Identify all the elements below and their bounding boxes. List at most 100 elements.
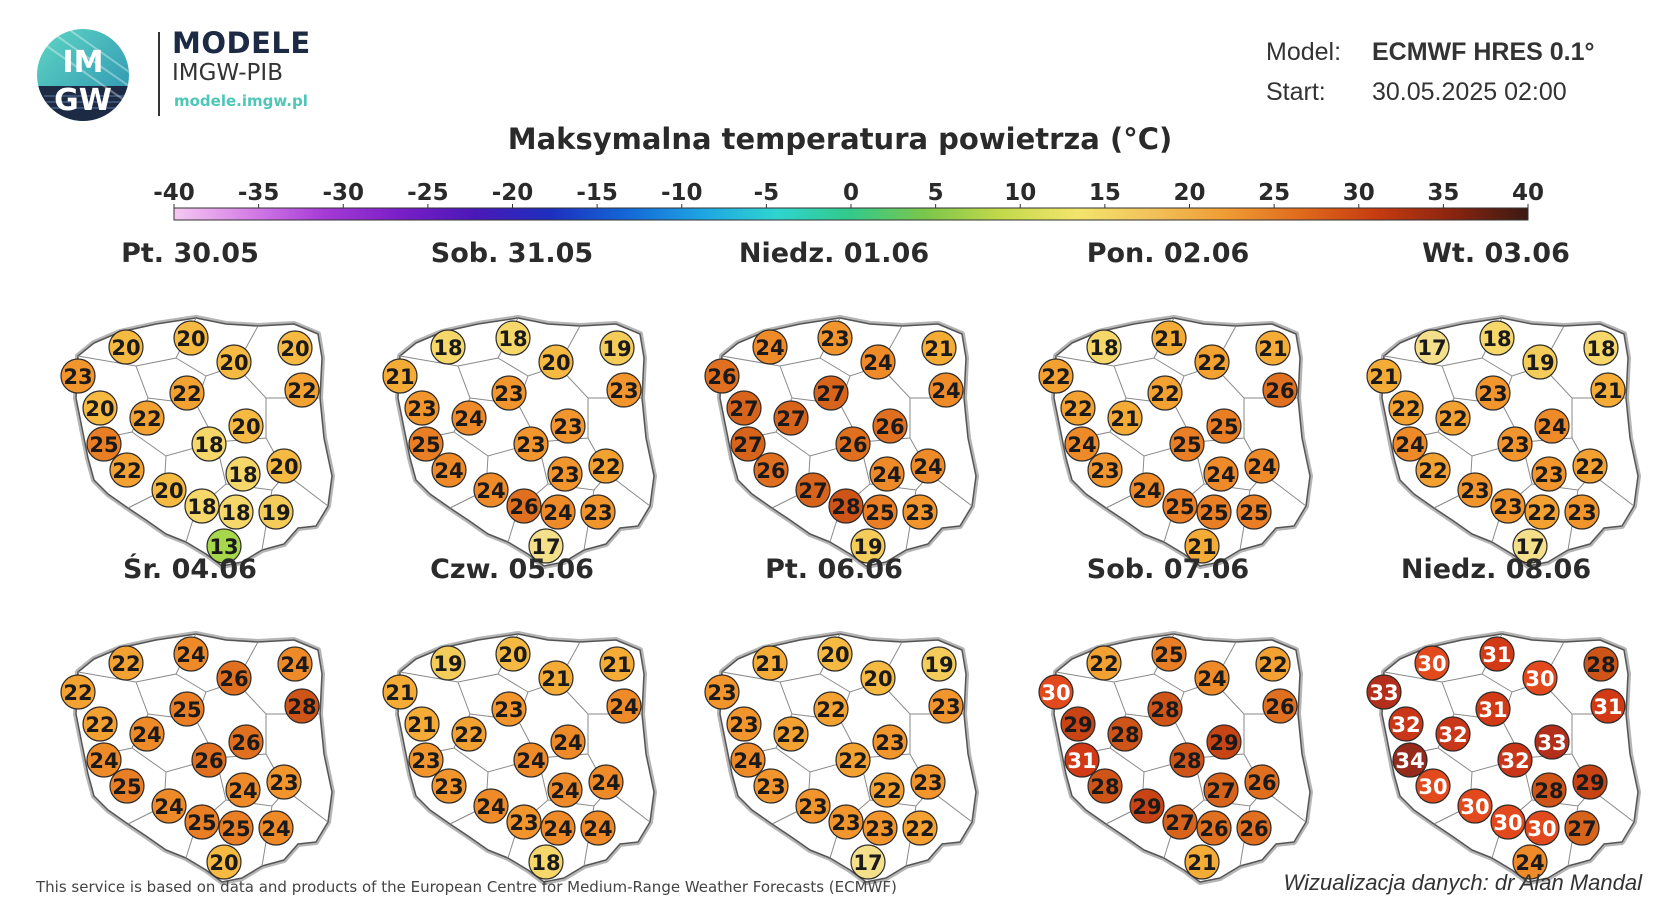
- temperature-value: 18: [433, 336, 462, 360]
- temperature-value: 21: [1258, 337, 1287, 361]
- start-row: Start: 30.05.2025 02:00: [1266, 72, 1595, 112]
- temperature-marker: [1414, 329, 1450, 365]
- temperature-value: 24: [476, 479, 505, 503]
- temperature-marker: [1583, 646, 1619, 682]
- temperature-marker: [258, 810, 294, 846]
- temperature-value: 18: [1089, 336, 1118, 360]
- temperature-value: 24: [1197, 667, 1226, 691]
- temperature-marker: [1534, 408, 1570, 444]
- temperature-value: 25: [1209, 415, 1238, 439]
- temperature-value: 27: [798, 479, 827, 503]
- temperature-value: 24: [550, 779, 579, 803]
- temperature-marker: [1151, 636, 1187, 672]
- scale-tick-label: 0: [843, 180, 859, 206]
- temperature-marker: [473, 788, 509, 824]
- temperature-marker: [1512, 844, 1548, 880]
- temperature-value: 24: [132, 723, 161, 747]
- temperature-marker: [872, 408, 908, 444]
- scale-tick-label: 40: [1512, 180, 1544, 206]
- temperature-value: 30: [1527, 817, 1556, 841]
- temperature-marker: [850, 528, 886, 564]
- map-title: Maksymalna temperatura powietrza (°C): [507, 122, 1173, 156]
- temperature-value: 19: [924, 653, 953, 677]
- temperature-marker: [491, 691, 527, 727]
- temperature-marker: [538, 344, 574, 380]
- temperature-marker: [773, 716, 809, 752]
- temperature-marker: [108, 645, 144, 681]
- temperature-value: 32: [1500, 749, 1529, 773]
- temperature-value: 23: [434, 775, 463, 799]
- temperature-marker: [1184, 844, 1220, 880]
- start-label: Start:: [1266, 78, 1326, 106]
- temperature-marker: [173, 636, 209, 672]
- temperature-marker: [862, 494, 898, 530]
- temperature-marker: [1194, 660, 1230, 696]
- temperature-value: 23: [756, 775, 785, 799]
- temperature-marker: [109, 452, 145, 488]
- brand-divider: [158, 32, 160, 116]
- temperature-marker: [1255, 330, 1291, 366]
- temperature-value: 23: [913, 771, 942, 795]
- temperature-value: 25: [1199, 501, 1228, 525]
- temperature-value: 32: [1391, 713, 1420, 737]
- temperature-marker: [1590, 372, 1626, 408]
- temperature-value: 24: [553, 731, 582, 755]
- temperature-marker: [860, 660, 896, 696]
- temperature-marker: [869, 456, 905, 492]
- scale-tick-label: 30: [1343, 180, 1375, 206]
- temperature-marker: [129, 716, 165, 752]
- temperature-marker: [86, 742, 122, 778]
- temperature-value: 24: [454, 407, 483, 431]
- temperature-value: 28: [1090, 775, 1119, 799]
- temperature-value: 26: [838, 433, 867, 457]
- temperature-marker: [277, 330, 313, 366]
- temperature-value: 24: [89, 749, 118, 773]
- temperature-marker: [1534, 724, 1570, 760]
- temperature-marker: [184, 488, 220, 524]
- temperature-marker: [1194, 344, 1230, 380]
- temperature-value: 26: [231, 731, 260, 755]
- temperature-marker: [1564, 494, 1600, 530]
- temperature-marker: [451, 400, 487, 436]
- temperature-value: 24: [228, 779, 257, 803]
- temperature-marker: [495, 320, 531, 356]
- temperature-value: 26: [707, 365, 736, 389]
- temperature-value: 26: [219, 667, 248, 691]
- temperature-value: 26: [1239, 817, 1268, 841]
- temperature-value: 24: [176, 643, 205, 667]
- temperature-value: 19: [433, 652, 462, 676]
- temperature-marker: [528, 528, 564, 564]
- temperature-marker: [228, 408, 264, 444]
- temperature-value: 27: [1567, 817, 1596, 841]
- temperature-value: 22: [1575, 455, 1604, 479]
- temperature-value: 25: [1172, 433, 1201, 457]
- temperature-value: 27: [776, 407, 805, 431]
- temperature-marker: [1107, 400, 1143, 436]
- temperature-marker: [588, 764, 624, 800]
- temperature-value: 21: [385, 681, 414, 705]
- temperature-value: 23: [516, 433, 545, 457]
- temperature-marker: [1038, 358, 1074, 394]
- scale-tick-label: 10: [1004, 180, 1036, 206]
- temperature-marker: [258, 494, 294, 530]
- temperature-marker: [1203, 456, 1239, 492]
- temperature-value: 22: [591, 455, 620, 479]
- forecast-panel: Pon. 02.06 22 18 21 22 21 26 22 21 22 25 24 25 23 24 24…: [1014, 238, 1322, 569]
- temperature-value: 23: [875, 731, 904, 755]
- temperature-marker: [1475, 375, 1511, 411]
- temperature-value: 24: [591, 771, 620, 795]
- temperature-marker: [216, 660, 252, 696]
- temperature-value: 23: [550, 463, 579, 487]
- temperature-marker: [225, 456, 261, 492]
- brand-title: MODELE: [172, 26, 311, 60]
- temperature-marker: [1169, 426, 1205, 462]
- temperature-marker: [1255, 646, 1291, 682]
- forecast-panel: Niedz. 08.06 33 30 31 30 28 31 32 32 31 33 34 32 30 28…: [1342, 554, 1650, 885]
- temperature-value: 20: [111, 336, 140, 360]
- temperature-value: 33: [1369, 681, 1398, 705]
- brand-url-link[interactable]: modele.imgw.pl: [174, 92, 308, 110]
- scale-tick-label: -30: [322, 180, 364, 206]
- temperature-value: 25: [89, 433, 118, 457]
